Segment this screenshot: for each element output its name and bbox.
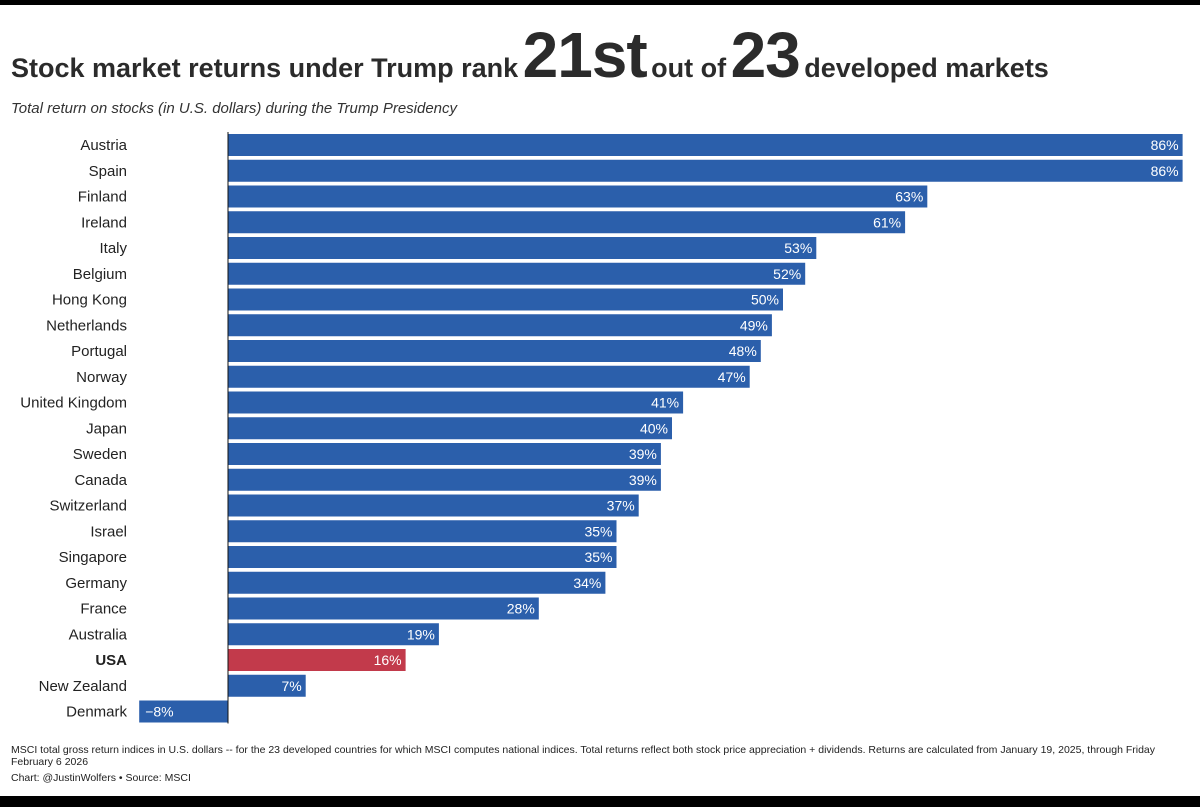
bar-switzerland (228, 494, 639, 517)
bar-new-zealand (228, 674, 306, 697)
value-label-germany: 34% (573, 575, 601, 591)
category-label-netherlands: Netherlands (46, 317, 127, 334)
bar-italy (228, 237, 817, 259)
category-label-finland: Finland (78, 189, 127, 206)
value-label-austria: 86% (1151, 137, 1179, 153)
value-label-singapore: 35% (584, 549, 612, 565)
bar-finland (228, 185, 928, 208)
bar-france (228, 597, 539, 620)
value-label-switzerland: 37% (607, 498, 635, 514)
bottom-border (0, 796, 1200, 807)
category-label-switzerland: Switzerland (49, 498, 127, 515)
category-label-hong-kong: Hong Kong (52, 292, 127, 309)
bar-denmark (139, 700, 228, 723)
category-label-australia: Australia (69, 626, 128, 643)
category-label-usa: USA (95, 652, 127, 669)
bar-hong-kong (228, 288, 783, 311)
bar-netherlands (228, 314, 772, 337)
category-label-france: France (80, 601, 127, 618)
value-label-portugal: 48% (729, 343, 757, 359)
title-rank: 21st (522, 19, 648, 91)
bar-japan (228, 417, 672, 440)
value-label-spain: 86% (1151, 163, 1179, 179)
category-label-new-zealand: New Zealand (39, 678, 127, 695)
value-label-ireland: 61% (873, 214, 901, 230)
category-label-singapore: Singapore (59, 549, 127, 566)
bar-canada (228, 468, 661, 491)
bar-ireland (228, 211, 906, 234)
chart-credit: Chart: @JustinWolfers • Source: MSCI (11, 772, 191, 784)
value-label-united-kingdom: 41% (651, 395, 679, 411)
category-label-spain: Spain (89, 163, 127, 180)
category-label-israel: Israel (90, 523, 127, 540)
title-part1: Stock market returns under Trump rank (11, 53, 519, 83)
bar-spain (228, 159, 1183, 182)
title-part3: developed markets (804, 53, 1049, 83)
value-label-norway: 47% (718, 369, 746, 385)
title-part2: out of (651, 53, 727, 83)
bar-norway (228, 365, 750, 388)
value-label-new-zealand: 7% (281, 678, 301, 694)
value-label-usa: 16% (374, 652, 402, 668)
bar-austria (228, 134, 1183, 156)
category-label-germany: Germany (65, 575, 127, 592)
value-label-france: 28% (507, 601, 535, 617)
category-label-sweden: Sweden (73, 446, 127, 463)
category-label-belgium: Belgium (73, 266, 127, 283)
bar-sweden (228, 443, 661, 465)
category-label-united-kingdom: United Kingdom (20, 395, 127, 412)
bar-australia (228, 623, 439, 646)
bar-germany (228, 571, 606, 594)
category-label-austria: Austria (80, 137, 127, 154)
value-label-hong-kong: 50% (751, 292, 779, 308)
footnote: MSCI total gross return indices in U.S. … (11, 744, 1156, 768)
category-label-norway: Norway (76, 369, 127, 386)
category-label-italy: Italy (99, 240, 127, 257)
category-label-canada: Canada (74, 472, 127, 489)
bar-israel (228, 520, 617, 543)
bar-belgium (228, 262, 806, 285)
category-label-japan: Japan (86, 420, 127, 437)
value-label-japan: 40% (640, 420, 668, 436)
bar-united-kingdom (228, 391, 684, 414)
title-total: 23 (730, 19, 801, 91)
category-label-ireland: Ireland (81, 214, 127, 231)
top-border (0, 0, 1200, 5)
bar-usa (228, 649, 406, 671)
bar-singapore (228, 546, 617, 568)
chart-subtitle: Total return on stocks (in U.S. dollars)… (11, 100, 458, 117)
category-label-denmark: Denmark (66, 704, 127, 721)
value-label-israel: 35% (584, 523, 612, 539)
value-label-sweden: 39% (629, 446, 657, 462)
bar-chart: Austria 86% Spain 86% Finland 63% Ireland 61% It… (20, 132, 1183, 724)
value-label-denmark: −8% (145, 704, 173, 720)
value-label-australia: 19% (407, 626, 435, 642)
category-label-portugal: Portugal (71, 343, 127, 360)
value-label-finland: 63% (895, 189, 923, 205)
value-label-canada: 39% (629, 472, 657, 488)
bar-portugal (228, 340, 761, 362)
chart-title: Stock market returns under Trump rank 21… (11, 18, 1049, 92)
value-label-belgium: 52% (773, 266, 801, 282)
value-label-netherlands: 49% (740, 317, 768, 333)
value-label-italy: 53% (784, 240, 812, 256)
